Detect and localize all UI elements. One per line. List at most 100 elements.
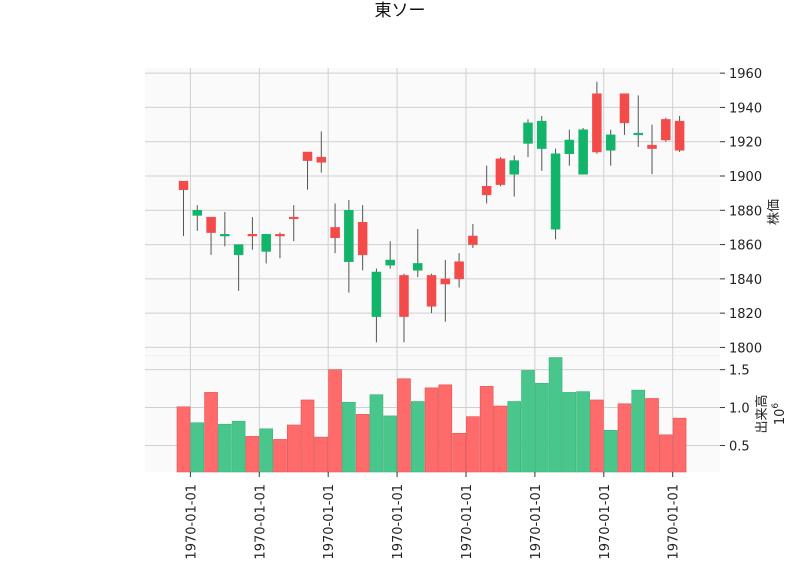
candle-body bbox=[413, 263, 423, 271]
candle-body bbox=[550, 153, 561, 230]
volume-bar bbox=[603, 430, 618, 473]
volume-bar bbox=[452, 433, 466, 473]
volume-bar bbox=[397, 378, 411, 473]
volume-bar bbox=[286, 424, 301, 473]
volume-bar bbox=[300, 399, 315, 473]
volume-bar bbox=[314, 436, 329, 473]
candle-body bbox=[537, 120, 547, 149]
price-tick-label: 1820 bbox=[729, 307, 762, 322]
x-tick-label: 1970-01-01 bbox=[460, 484, 475, 560]
volume-bar bbox=[273, 439, 287, 473]
candle-body bbox=[578, 129, 588, 175]
volume-y-ticks: 0.5 1.0 1.5 bbox=[720, 364, 750, 454]
price-tick-label: 1940 bbox=[729, 101, 762, 116]
volume-bar bbox=[590, 399, 604, 473]
volume-panel: 0.5 1.0 1.5 出来高 106 bbox=[145, 356, 788, 473]
price-tick-label: 1960 bbox=[729, 67, 762, 82]
volume-bar bbox=[466, 416, 480, 473]
price-panel: 1800 1820 1840 1860 1880 1900 1920 1940 1960 株価 bbox=[145, 67, 782, 357]
volume-bar bbox=[645, 398, 659, 473]
candle-body bbox=[619, 93, 630, 124]
candle-body bbox=[468, 235, 478, 245]
candle-body bbox=[288, 216, 299, 220]
candle-body bbox=[316, 156, 327, 163]
volume-bars bbox=[176, 357, 687, 473]
candle-body bbox=[674, 120, 685, 151]
volume-bar bbox=[383, 415, 398, 473]
volume-bar bbox=[342, 401, 356, 473]
x-tick-label: 1970-01-01 bbox=[391, 484, 406, 560]
candle-body bbox=[523, 122, 533, 144]
candle-body bbox=[661, 119, 671, 141]
candle-body bbox=[302, 151, 313, 161]
price-y-ticks: 1800 1820 1840 1860 1880 1900 1920 1940 1960 bbox=[720, 67, 762, 356]
price-tick-label: 1860 bbox=[729, 239, 762, 254]
price-tick-label: 1840 bbox=[729, 273, 762, 288]
candle-body bbox=[399, 275, 409, 317]
volume-bar bbox=[631, 389, 646, 473]
price-tick-label: 1880 bbox=[729, 204, 762, 219]
candle-body bbox=[357, 222, 368, 256]
volume-bar bbox=[672, 417, 687, 473]
price-axis-label: 株価 bbox=[767, 199, 782, 225]
volume-bar bbox=[245, 436, 260, 473]
candle-body bbox=[426, 275, 437, 307]
volume-bar bbox=[534, 382, 549, 473]
volume-bar bbox=[259, 428, 273, 473]
x-tick-label: 1970-01-01 bbox=[529, 484, 544, 560]
volume-bar bbox=[562, 392, 577, 473]
x-tick-label: 1970-01-01 bbox=[667, 484, 682, 560]
candle-body bbox=[371, 271, 382, 317]
candle-body bbox=[564, 139, 575, 154]
volume-tick-label: 1.5 bbox=[729, 364, 750, 379]
candle-body bbox=[440, 278, 451, 285]
candle-body bbox=[192, 210, 203, 216]
x-axis-ticks: 1970-01-01 1970-01-01 1970-01-01 1970-01-01… bbox=[184, 472, 682, 560]
price-tick-label: 1900 bbox=[729, 170, 762, 185]
chart-title: 東ソー bbox=[375, 1, 426, 21]
volume-bar bbox=[493, 405, 508, 473]
volume-bar bbox=[410, 401, 425, 473]
volume-bar bbox=[176, 406, 191, 473]
candle-body bbox=[344, 210, 354, 262]
x-tick-label: 1970-01-01 bbox=[253, 484, 268, 560]
candle-body bbox=[605, 134, 616, 151]
price-tick-label: 1920 bbox=[729, 136, 762, 151]
x-tick-label: 1970-01-01 bbox=[184, 484, 199, 560]
candle-body bbox=[220, 234, 230, 237]
x-tick-label: 1970-01-01 bbox=[322, 484, 337, 560]
volume-bar bbox=[204, 392, 218, 473]
candle-body bbox=[178, 180, 189, 190]
volume-bar bbox=[328, 369, 342, 473]
price-candles bbox=[178, 81, 685, 343]
candle-body bbox=[233, 244, 244, 256]
candle-body bbox=[509, 160, 519, 175]
volume-bar bbox=[576, 391, 590, 473]
candle-body bbox=[592, 93, 602, 153]
candle-body bbox=[647, 144, 657, 149]
candle-body bbox=[206, 216, 216, 233]
volume-bar bbox=[355, 414, 370, 473]
volume-bar bbox=[507, 401, 522, 473]
candle-body bbox=[633, 132, 643, 136]
volume-bar bbox=[438, 384, 453, 473]
volume-tick-label: 0.5 bbox=[729, 439, 750, 454]
volume-scale-label: 106 bbox=[771, 403, 788, 426]
volume-bar bbox=[218, 423, 232, 473]
volume-bar bbox=[658, 434, 673, 473]
candle-body bbox=[275, 234, 285, 237]
volume-bar bbox=[369, 394, 384, 473]
volume-bar bbox=[548, 357, 563, 473]
x-tick-label: 1970-01-01 bbox=[598, 484, 613, 560]
volume-bar bbox=[190, 422, 205, 473]
volume-bar bbox=[521, 370, 535, 473]
candle-body bbox=[454, 261, 464, 280]
volume-bar bbox=[231, 420, 246, 473]
candle-body bbox=[261, 234, 271, 252]
candle-body bbox=[495, 158, 506, 185]
volume-bar bbox=[479, 386, 494, 473]
price-tick-label: 1800 bbox=[729, 341, 762, 356]
candle-body bbox=[247, 234, 258, 237]
candle-body bbox=[481, 186, 492, 196]
